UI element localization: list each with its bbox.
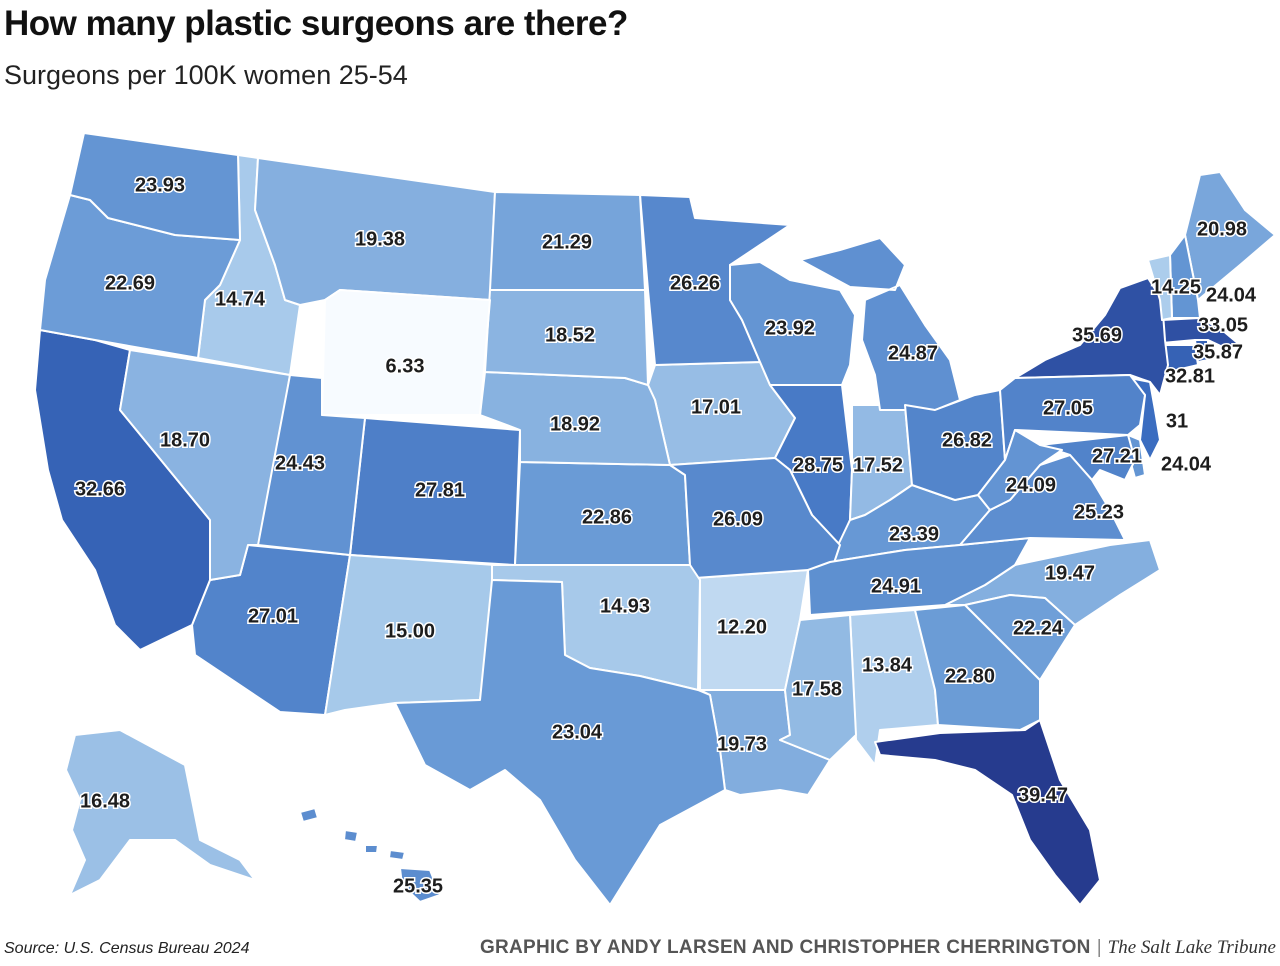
state-value-ms: 17.58: [792, 678, 842, 700]
state-value-ia: 17.01: [691, 396, 741, 418]
state-value-ks: 22.86: [582, 506, 632, 528]
state-value-labels: 16.48 13.84 12.20 27.01 32.66 27.81 32.81 24.04…: [73, 173, 1258, 899]
state-me: [1184, 171, 1276, 301]
state-value-tx: 23.04: [552, 721, 603, 743]
map-subtitle: Surgeons per 100K women 25-54: [4, 60, 408, 90]
state-tn: [807, 537, 1031, 616]
state-ak: [65, 729, 256, 896]
source-note: Source: U.S. Census Bureau 2024: [4, 940, 250, 957]
state-value-md: 27.21: [1092, 445, 1142, 467]
state-value-al: 13.84: [862, 654, 913, 676]
state-value-ak: 16.48: [80, 790, 130, 812]
state-value-mi: 24.87: [888, 342, 938, 364]
state-ma: [1161, 317, 1241, 349]
state-value-wa: 23.93: [135, 174, 185, 196]
state-hi: [299, 807, 441, 903]
map-title: How many plastic surgeons are there?: [4, 4, 628, 43]
state-value-sc: 22.24: [1013, 617, 1064, 639]
state-value-id: 14.74: [215, 288, 266, 310]
state-value-ok: 14.93: [600, 595, 650, 617]
state-value-hi: 25.35: [393, 875, 443, 897]
state-value-mn: 26.26: [670, 272, 720, 294]
state-tx: [394, 579, 726, 906]
state-value-mt: 19.38: [355, 228, 405, 250]
state-value-wv: 24.09: [1006, 474, 1056, 496]
state-value-pa: 27.05: [1043, 397, 1093, 419]
state-value-va: 25.23: [1074, 501, 1124, 523]
state-value-wy: 6.33: [386, 355, 425, 377]
state-wa: [69, 132, 241, 241]
state-value-ma: 35.87: [1193, 341, 1243, 363]
state-fl: [874, 719, 1101, 906]
state-value-tn: 24.91: [871, 575, 921, 597]
footer: Source: U.S. Census Bureau 2024 GRAPHIC …: [0, 936, 1280, 962]
state-value-de: 24.04: [1161, 453, 1212, 475]
state-value-az: 27.01: [248, 605, 298, 627]
state-value-fl: 39.47: [1018, 784, 1068, 806]
state-value-ri: 33.05: [1198, 314, 1248, 336]
state-value-ca: 32.66: [75, 478, 125, 500]
credit-line: GRAPHIC BY ANDY LARSEN AND CHRISTOPHER C…: [480, 937, 1276, 959]
state-sc: [964, 594, 1076, 681]
state-value-la: 19.73: [717, 733, 767, 755]
state-value-or: 22.69: [105, 272, 155, 294]
state-value-ut: 24.43: [275, 452, 325, 474]
state-value-ne: 18.92: [550, 413, 600, 435]
state-vt: [1147, 254, 1173, 321]
state-value-nh: 24.04: [1206, 284, 1257, 306]
state-value-nv: 18.70: [160, 429, 210, 451]
state-value-ga: 22.80: [945, 665, 995, 687]
state-wv: [977, 429, 1063, 511]
state-value-nd: 21.29: [542, 231, 592, 253]
state-value-ct: 32.81: [1165, 365, 1215, 387]
state-value-ky: 23.39: [889, 523, 939, 545]
publisher-name: The Salt Lake Tribune: [1107, 937, 1276, 958]
state-value-sd: 18.52: [545, 324, 595, 346]
state-value-me: 20.98: [1197, 218, 1247, 240]
graphic-credit: GRAPHIC BY ANDY LARSEN AND CHRISTOPHER C…: [479, 937, 1091, 958]
state-value-oh: 26.82: [942, 429, 992, 451]
state-ms: [779, 614, 857, 761]
state-value-vt: 14.25: [1151, 276, 1201, 298]
credit-separator: |: [1096, 937, 1102, 958]
state-wi: [729, 261, 856, 386]
state-value-in: 17.52: [853, 454, 903, 476]
state-value-il: 28.75: [793, 454, 843, 476]
state-value-nj: 31: [1166, 410, 1188, 432]
state-value-ar: 12.20: [717, 616, 767, 638]
state-value-ny: 35.69: [1072, 324, 1122, 346]
state-value-co: 27.81: [415, 479, 465, 501]
state-value-mo: 26.09: [713, 508, 763, 530]
state-value-wi: 23.92: [765, 317, 815, 339]
state-shapes: [34, 132, 1276, 906]
state-ri: [1194, 339, 1209, 363]
state-wy: [321, 289, 491, 416]
state-value-nm: 15.00: [385, 620, 435, 642]
state-value-nc: 19.47: [1045, 562, 1095, 584]
us-choropleth-map: 16.48 13.84 12.20 27.01 32.66 27.81 32.81 24.04…: [34, 132, 1276, 906]
